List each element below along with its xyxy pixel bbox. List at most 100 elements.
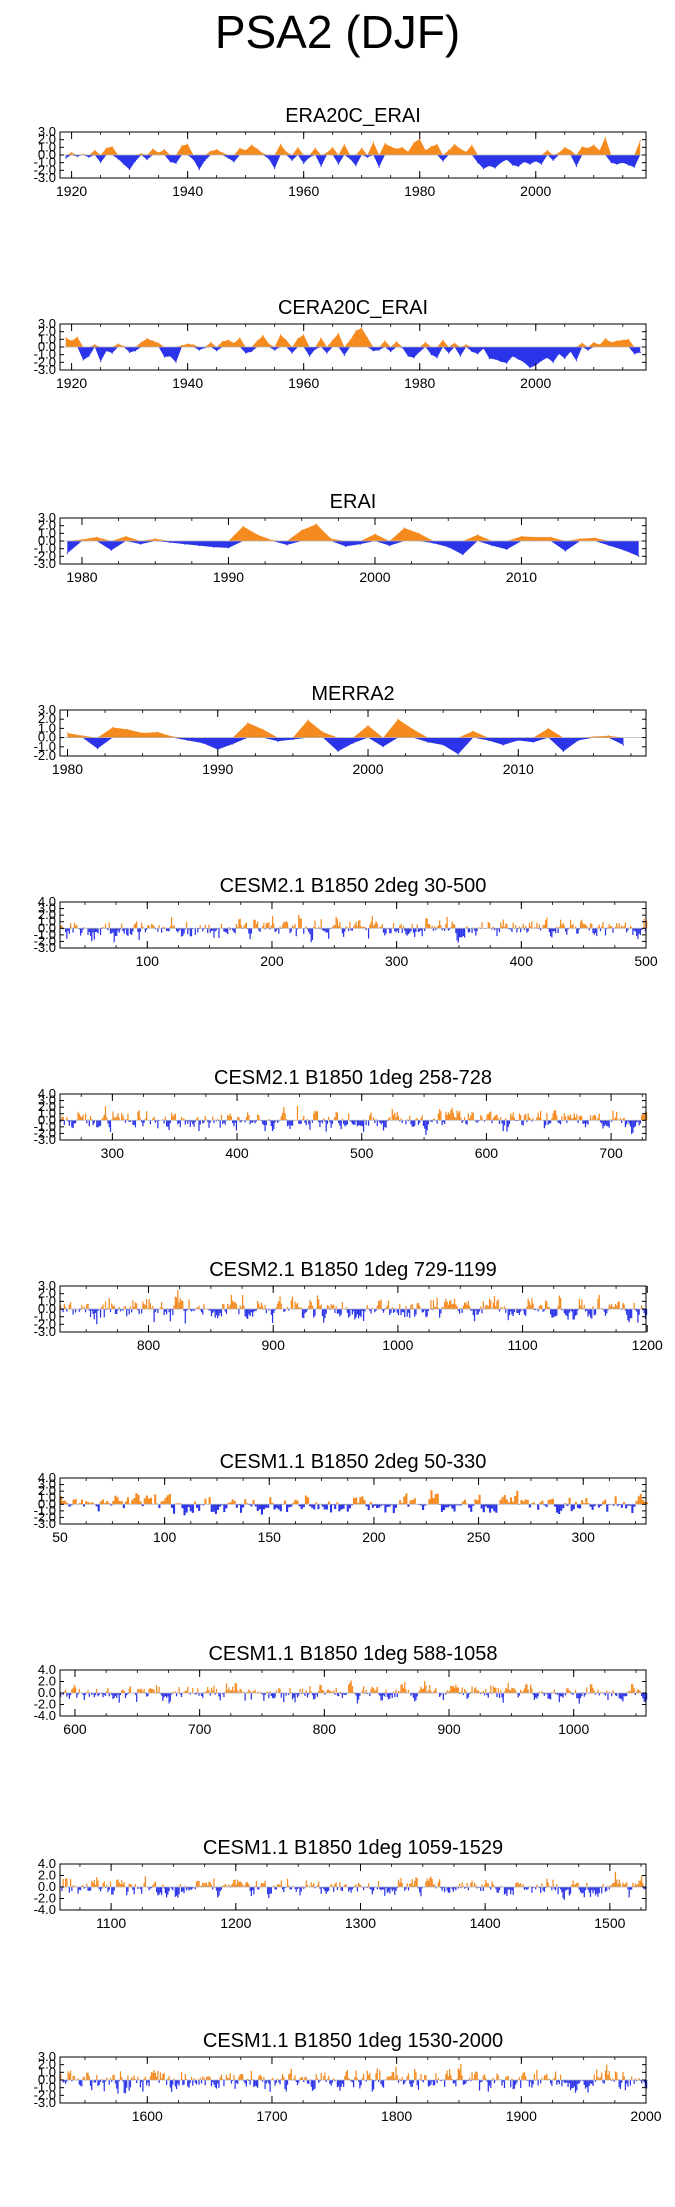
bar: [230, 1116, 233, 1121]
bar: [124, 1120, 127, 1123]
data-point: [517, 739, 519, 741]
bar: [458, 1309, 461, 1314]
data-point: [117, 158, 119, 160]
data-point: [245, 352, 247, 354]
bar: [470, 1115, 472, 1121]
bar: [203, 2077, 205, 2080]
bar: [492, 1302, 494, 1309]
bar: [505, 1309, 507, 1313]
bar: [183, 1691, 185, 1693]
bar: [323, 2076, 325, 2080]
bar: [627, 1309, 629, 1321]
bar: [579, 921, 582, 929]
bar: [626, 2080, 628, 2084]
bar: [389, 1887, 391, 1894]
bar: [340, 1504, 343, 1510]
data-point: [594, 537, 596, 539]
bar: [257, 921, 259, 929]
bar: [329, 1309, 331, 1310]
bar: [563, 1887, 565, 1900]
bar: [314, 2080, 316, 2089]
bar: [215, 1120, 218, 1122]
bar: [138, 1309, 140, 1315]
bar: [92, 928, 94, 933]
bar: [401, 928, 403, 933]
chart-panel-5: CESM2.1 B1850 2deg 30-5004.03.02.01.00.0…: [34, 875, 658, 969]
bar: [606, 1504, 609, 1512]
bar: [247, 1309, 249, 1319]
bar: [518, 1884, 521, 1887]
bar: [61, 925, 63, 929]
bar: [538, 1887, 541, 1888]
bar: [96, 1309, 98, 1325]
bar: [152, 2072, 154, 2080]
bar: [227, 1114, 229, 1121]
bar: [501, 926, 503, 929]
bar: [532, 1693, 534, 1695]
bar: [609, 2077, 612, 2080]
bar: [163, 2072, 165, 2080]
bar: [192, 1887, 194, 1889]
bar: [414, 1693, 416, 1702]
bar: [416, 1303, 418, 1309]
bar: [506, 924, 508, 929]
bar: [442, 1504, 446, 1511]
bar: [409, 1500, 412, 1505]
bar: [315, 1502, 318, 1505]
bar: [490, 1111, 492, 1121]
data-point: [139, 543, 142, 545]
bar: [173, 925, 175, 929]
bar: [353, 1120, 355, 1125]
bar: [159, 1887, 161, 1893]
bar: [594, 1693, 597, 1695]
bar: [353, 2080, 355, 2088]
bar: [593, 1114, 595, 1121]
bar: [87, 2072, 89, 2080]
bar: [359, 1120, 361, 1126]
bar: [295, 928, 297, 937]
bar: [619, 1883, 622, 1887]
data-point: [152, 340, 154, 342]
bar: [475, 1120, 477, 1122]
bar: [362, 1120, 365, 1132]
bar: [245, 1881, 248, 1887]
plot-frame: [59, 901, 647, 949]
bar: [173, 1114, 175, 1121]
bar: [189, 2080, 191, 2083]
bar: [506, 1688, 508, 1693]
y-tick-label: 1.0: [38, 1106, 56, 1121]
bar: [129, 1883, 132, 1887]
bar: [279, 926, 281, 929]
bar: [259, 1886, 261, 1887]
bar: [290, 1692, 292, 1693]
bar: [192, 1120, 194, 1125]
bar: [583, 1120, 585, 1124]
data-point: [623, 549, 625, 551]
bar: [163, 1309, 165, 1316]
data-point: [639, 351, 641, 353]
bar: [451, 921, 453, 929]
bar: [410, 1693, 412, 1696]
bar: [300, 918, 302, 929]
bar: [375, 1309, 377, 1311]
data-point: [598, 344, 601, 346]
bar: [500, 922, 502, 929]
data-point: [146, 159, 148, 161]
bar: [249, 2080, 251, 2085]
y-tick-label: 3.0: [38, 1477, 56, 1492]
bar: [503, 2080, 506, 2089]
bar: [643, 1501, 646, 1505]
bar: [493, 1504, 496, 1512]
bar: [233, 1879, 235, 1887]
bar: [531, 1120, 533, 1122]
bar: [78, 1689, 80, 1693]
bar: [545, 2075, 547, 2080]
bar: [81, 1117, 83, 1121]
bar: [258, 1504, 261, 1510]
bar: [275, 1307, 277, 1309]
bar: [374, 1690, 376, 1693]
data-point: [66, 732, 69, 734]
bar: [139, 2080, 142, 2088]
bar: [641, 2080, 643, 2084]
bar: [126, 2080, 128, 2088]
